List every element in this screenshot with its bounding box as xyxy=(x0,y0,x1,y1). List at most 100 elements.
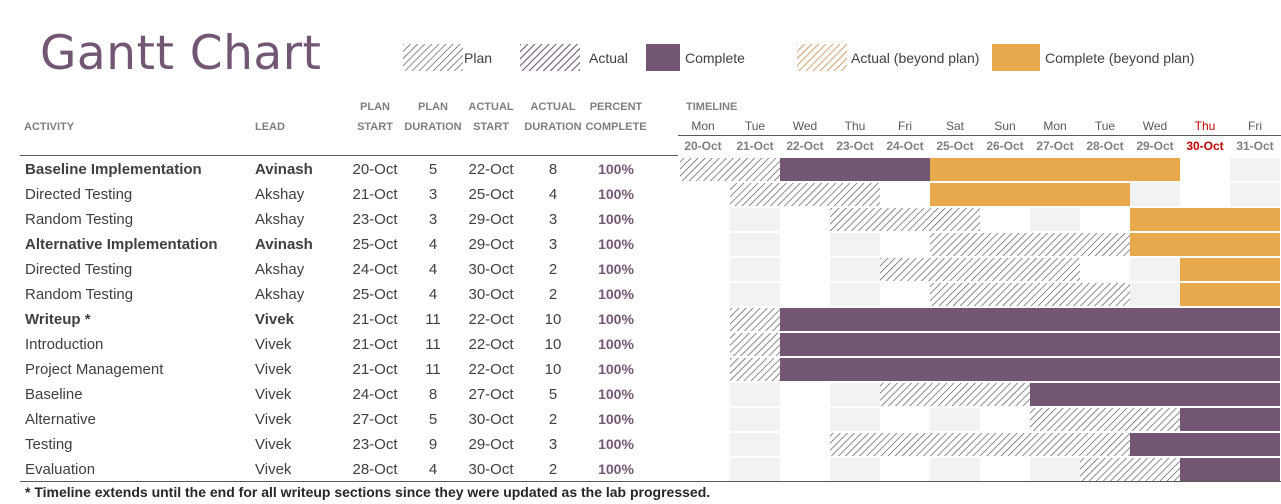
gantt-bar-complete xyxy=(1130,308,1180,331)
gantt-bar-complete xyxy=(780,158,830,181)
cell-percent-complete: 100% xyxy=(598,436,634,452)
gantt-bar-complete-beyond xyxy=(1080,158,1130,181)
timeline-day-date: 26-Oct xyxy=(986,139,1024,153)
gantt-bar-plan xyxy=(1130,458,1180,481)
timeline-day-name: Thu xyxy=(1194,119,1216,133)
timeline-day-date: 31-Oct xyxy=(1236,139,1274,153)
header-plan-start-1: PLAN xyxy=(360,101,390,113)
gantt-bar-complete xyxy=(1180,383,1230,406)
gantt-bar-plan xyxy=(730,158,780,181)
cell-actual-start: 30-Oct xyxy=(468,286,514,303)
cell-actual-duration: 3 xyxy=(548,211,558,228)
timeline-day-name: Tue xyxy=(1094,119,1116,133)
gantt-bar-complete-beyond xyxy=(1180,208,1230,231)
cell-plan-start: 23-Oct xyxy=(352,211,398,228)
cell-activity: Baseline Implementation xyxy=(25,161,202,178)
gantt-bar-complete-beyond xyxy=(1130,233,1180,256)
cell-lead: Vivek xyxy=(255,436,292,453)
gantt-bar-complete xyxy=(1030,383,1080,406)
gantt-bar-plan xyxy=(930,433,980,456)
gantt-bar-plan xyxy=(980,283,1030,306)
cell-actual-start: 22-Oct xyxy=(468,336,514,353)
cell-actual-duration: 2 xyxy=(548,286,558,303)
gantt-bar-complete xyxy=(880,158,930,181)
header-actual-start-1: ACTUAL xyxy=(468,101,514,113)
cell-plan-start: 23-Oct xyxy=(352,436,398,453)
cell-percent-complete: 100% xyxy=(598,461,634,477)
header-actual-start-2: START xyxy=(473,121,509,133)
gantt-bar-plan xyxy=(930,383,980,406)
gantt-row-shade xyxy=(830,233,880,256)
legend-label-plan: Plan xyxy=(464,50,493,66)
timeline-day-name: Thu xyxy=(844,119,866,133)
gantt-bar-complete xyxy=(980,358,1030,381)
gantt-row-shade xyxy=(830,383,880,406)
cell-activity: Evaluation xyxy=(25,461,96,478)
gantt-bar-complete xyxy=(1180,308,1230,331)
legend-label-complete-beyond: Complete (beyond plan) xyxy=(1045,50,1195,66)
cell-lead: Avinash xyxy=(255,161,313,178)
timeline-day-name: Fri xyxy=(898,119,912,133)
cell-activity: Directed Testing xyxy=(25,261,133,278)
cell-percent-complete: 100% xyxy=(598,236,634,252)
gantt-bar-complete-beyond xyxy=(1130,208,1180,231)
gantt-bar-plan xyxy=(880,433,930,456)
cell-percent-complete: 100% xyxy=(598,286,634,302)
gantt-bar-plan xyxy=(1080,433,1130,456)
cell-percent-complete: 100% xyxy=(598,336,634,352)
gantt-bar-complete xyxy=(1230,408,1280,431)
gantt-bar-plan xyxy=(880,383,930,406)
footnote: * Timeline extends until the end for all… xyxy=(25,484,711,500)
cell-activity: Alternative Implementation xyxy=(25,236,218,253)
gantt-bar-complete xyxy=(1080,308,1130,331)
cell-plan-duration: 5 xyxy=(428,161,438,178)
cell-lead: Akshay xyxy=(255,286,305,303)
gantt-bar-complete xyxy=(780,358,830,381)
gantt-bar-complete-beyond xyxy=(1130,158,1180,181)
gantt-bar-complete xyxy=(1230,358,1280,381)
gantt-bar-complete xyxy=(880,308,930,331)
gantt-bar-plan xyxy=(1030,283,1080,306)
cell-actual-duration: 2 xyxy=(548,261,558,278)
gantt-bar-plan xyxy=(880,258,930,281)
gantt-bar-complete xyxy=(930,358,980,381)
cell-lead: Vivek xyxy=(255,361,292,378)
cell-lead: Vivek xyxy=(255,311,294,328)
gantt-bar-complete xyxy=(1130,358,1180,381)
gantt-bar-complete xyxy=(830,308,880,331)
cell-actual-duration: 10 xyxy=(544,336,562,353)
cell-activity: Random Testing xyxy=(25,211,134,228)
cell-plan-duration: 4 xyxy=(428,261,438,278)
cell-percent-complete: 100% xyxy=(598,186,634,202)
timeline-day-date: 20-Oct xyxy=(684,139,722,153)
page-title: Gantt Chart xyxy=(40,26,322,81)
cell-percent-complete: 100% xyxy=(598,311,634,327)
timeline-day-name: Wed xyxy=(1142,119,1168,133)
cell-actual-duration: 10 xyxy=(544,311,562,328)
gantt-bar-plan xyxy=(930,233,980,256)
cell-actual-start: 30-Oct xyxy=(468,461,514,478)
cell-lead: Akshay xyxy=(255,261,305,278)
cell-actual-duration: 4 xyxy=(548,186,558,203)
gantt-bar-plan xyxy=(1030,233,1080,256)
cell-plan-duration: 11 xyxy=(425,336,441,353)
cell-plan-start: 21-Oct xyxy=(352,336,398,353)
gantt-row-shade xyxy=(1130,258,1180,281)
timeline-day-name: Fri xyxy=(1248,119,1262,133)
timeline-day-date: 28-Oct xyxy=(1086,139,1124,153)
gantt-bar-complete xyxy=(1180,458,1230,481)
cell-plan-duration: 3 xyxy=(428,211,438,228)
gantt-bar-plan xyxy=(980,258,1030,281)
cell-plan-start: 21-Oct xyxy=(352,361,398,378)
gantt-row-shade xyxy=(730,383,780,406)
gantt-bar-complete xyxy=(1030,308,1080,331)
cell-actual-duration: 10 xyxy=(544,361,562,378)
gantt-bar-plan xyxy=(1030,258,1080,281)
cell-activity: Baseline xyxy=(25,386,83,403)
header-plan-start-2: START xyxy=(357,121,393,133)
gantt-bar-plan xyxy=(830,433,880,456)
table-bottom-rule xyxy=(20,481,1281,482)
timeline-day-name: Tue xyxy=(744,119,766,133)
cell-actual-duration: 3 xyxy=(548,236,558,253)
gantt-bar-complete-beyond xyxy=(980,158,1030,181)
